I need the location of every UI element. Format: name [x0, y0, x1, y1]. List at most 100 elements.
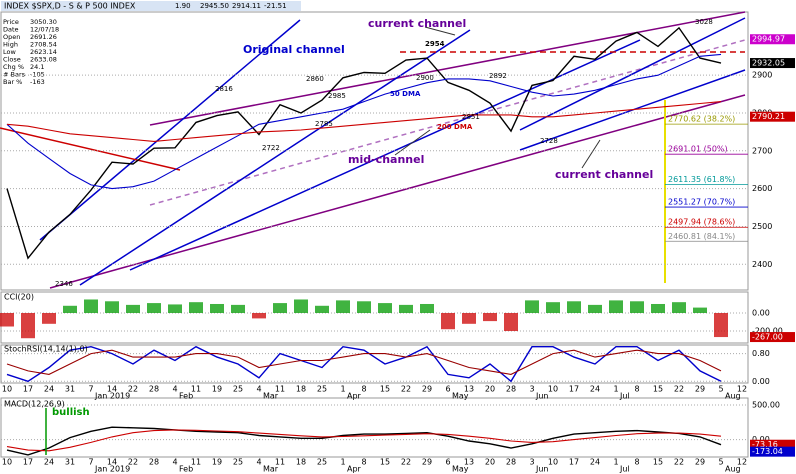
x-tick-label: 28 — [149, 458, 159, 467]
x-tick-label: 25 — [317, 458, 327, 467]
bar — [609, 300, 623, 313]
info-label: Low — [3, 48, 16, 56]
x-tick-label: 22 — [674, 385, 684, 394]
x-tick-label: 17 — [569, 385, 579, 394]
info-label: Chg % — [3, 63, 24, 71]
fib-label: 2460.81 (84.1%) — [668, 232, 735, 241]
month-label: Jul — [619, 465, 630, 474]
x-tick-label: 31 — [65, 385, 75, 394]
x-tick-label: 22 — [401, 385, 411, 394]
series-line — [6, 101, 722, 142]
series-line — [6, 349, 722, 375]
bar — [378, 303, 392, 313]
x-tick-label: 20 — [485, 385, 495, 394]
bar — [252, 312, 266, 319]
x-tick-label: 12 — [737, 458, 747, 467]
bar — [588, 304, 602, 313]
month-label: Apr — [347, 465, 362, 474]
x-tick-label: 22 — [128, 458, 138, 467]
bar — [294, 299, 308, 313]
y-tick-label: 2400 — [752, 260, 772, 269]
bar — [189, 302, 203, 313]
annotation: 2900 — [416, 74, 434, 82]
annotation: 3028 — [695, 18, 713, 26]
x-tick-label: 22 — [674, 458, 684, 467]
info-value: 24.1 — [30, 63, 44, 71]
value-box-label: -173.04 — [752, 447, 783, 456]
x-tick-label: 8 — [361, 385, 366, 394]
x-tick-label: 24 — [44, 385, 54, 394]
info-value: 2633.08 — [30, 56, 57, 64]
x-tick-label: 28 — [506, 385, 516, 394]
series-label: StochRSI(14,14(1),0) — [4, 345, 88, 354]
x-tick-label: 13 — [464, 458, 474, 467]
bar — [105, 301, 119, 313]
x-tick-label: 11 — [275, 385, 285, 394]
x-tick-label: 14 — [107, 385, 117, 394]
month-label: Jan 2019 — [94, 392, 130, 401]
x-tick-label: 6 — [445, 385, 450, 394]
x-tick-label: 10 — [548, 458, 558, 467]
pointer — [581, 139, 601, 169]
annotation: 2954 — [425, 40, 445, 48]
series-line — [6, 26, 722, 260]
y-tick-label: -200.00 — [752, 327, 783, 336]
x-tick-label: 10 — [548, 385, 558, 394]
quote-value: 2914.11 — [232, 2, 261, 10]
chart-title: INDEX $SPX,D - S & P 500 INDEX — [4, 2, 136, 11]
y-tick-label: 2900 — [752, 71, 772, 80]
fib-label: 2611.35 (61.8%) — [668, 175, 735, 184]
x-tick-label: 17 — [23, 385, 33, 394]
bar — [126, 304, 140, 313]
header-bar — [1, 1, 301, 11]
annotation: current channel — [368, 17, 466, 30]
channel-line — [39, 19, 301, 241]
bar — [273, 303, 287, 313]
x-tick-label: 1 — [340, 458, 345, 467]
x-tick-label: 15 — [380, 385, 390, 394]
x-tick-label: 20 — [485, 458, 495, 467]
info-label: Date — [3, 26, 19, 34]
month-label: Mar — [263, 392, 279, 401]
info-value: 12/07/18 — [30, 26, 59, 34]
bar — [483, 312, 497, 322]
x-tick-label: 17 — [569, 458, 579, 467]
trend-line — [0, 127, 181, 171]
month-label: Apr — [347, 392, 362, 401]
channel-line — [149, 11, 746, 126]
x-tick-label: 3 — [529, 385, 534, 394]
annotation: Original channel — [243, 43, 345, 56]
info-label: Close — [3, 56, 21, 64]
x-tick-label: 29 — [422, 385, 432, 394]
x-tick-label: 11 — [191, 385, 201, 394]
month-label: Aug — [725, 465, 741, 474]
series-label: 50 DMA — [390, 90, 421, 98]
x-tick-label: 25 — [317, 385, 327, 394]
series-label: 200 DMA — [437, 123, 473, 131]
bar — [651, 303, 665, 313]
value-box — [750, 58, 795, 69]
month-label: Feb — [179, 465, 193, 474]
series-line — [6, 426, 722, 456]
quote-value: 2945.50 — [200, 2, 229, 10]
bar — [714, 312, 728, 338]
bar — [84, 299, 98, 313]
x-tick-label: 1 — [340, 385, 345, 394]
bar — [504, 312, 518, 332]
bar — [42, 312, 56, 324]
pointer — [424, 26, 456, 36]
info-label: # Bars — [3, 71, 26, 79]
x-tick-label: 25 — [233, 385, 243, 394]
bar — [441, 312, 455, 330]
annotation: mid-channel — [348, 153, 424, 166]
y-tick-label: 0.00 — [752, 308, 770, 317]
x-tick-label: 15 — [653, 458, 663, 467]
bar — [567, 301, 581, 313]
x-tick-label: 18 — [296, 385, 306, 394]
bar — [630, 301, 644, 313]
x-tick-label: 29 — [422, 458, 432, 467]
info-value: 2708.54 — [30, 41, 57, 49]
annotation: 2851 — [462, 113, 480, 121]
channel-line — [49, 94, 746, 289]
